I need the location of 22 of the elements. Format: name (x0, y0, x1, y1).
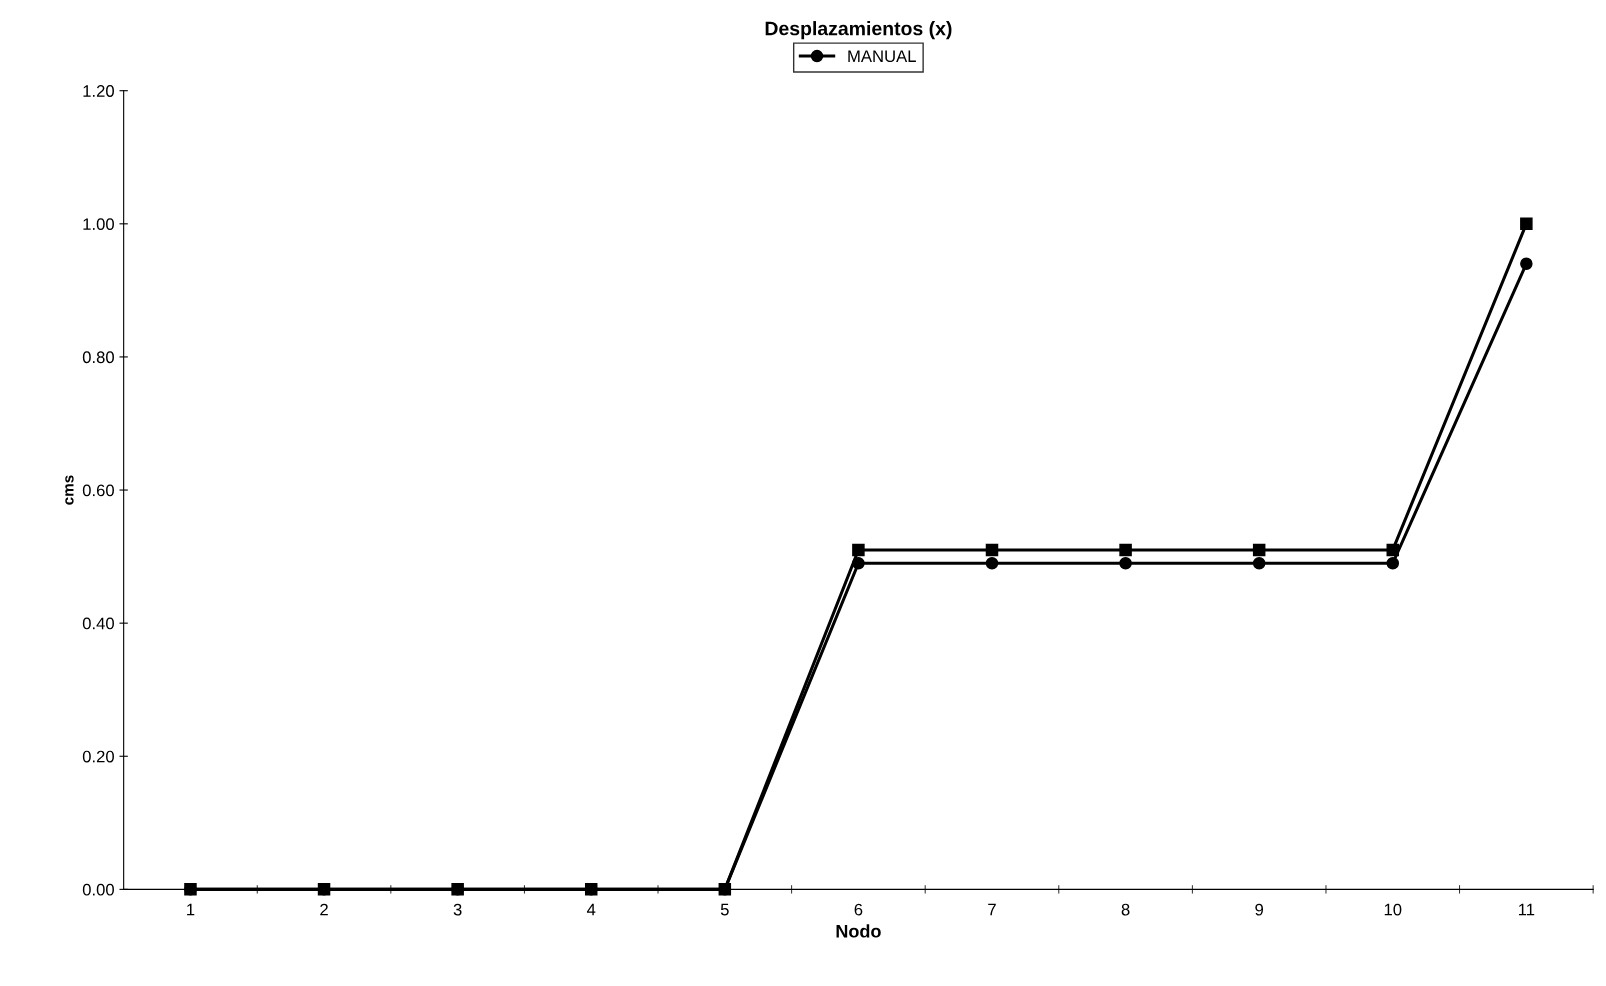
y-tick-label: 0.20 (82, 750, 114, 763)
x-axis-title: Nodo (836, 924, 881, 938)
x-tick-label: 11 (1518, 903, 1535, 916)
chart-title: Desplazamientos (x) (765, 21, 952, 40)
y-tick-label: 0.00 (82, 883, 114, 896)
x-tick-label: 2 (320, 903, 328, 916)
x-tick-label: 5 (720, 903, 729, 916)
legend-label: MANUAL (848, 50, 916, 63)
y-tick-label: 0.80 (82, 351, 114, 364)
y-tick-label: 0.60 (82, 484, 114, 497)
x-tick-label: 4 (586, 903, 596, 916)
x-tick-label: 9 (1255, 903, 1264, 916)
x-tick-label: 7 (988, 903, 996, 916)
x-tick-label: 3 (453, 903, 462, 916)
y-tick-label: 0.40 (82, 617, 114, 630)
y-tick-label: 1.00 (83, 218, 114, 231)
x-tick-label: 8 (1121, 903, 1130, 916)
y-tick-label: 1.20 (83, 85, 114, 97)
x-tick-label: 10 (1384, 903, 1402, 916)
x-tick-label: 1 (187, 903, 195, 916)
x-tick-label: 6 (854, 903, 863, 916)
y-axis-title: cms (65, 475, 74, 505)
